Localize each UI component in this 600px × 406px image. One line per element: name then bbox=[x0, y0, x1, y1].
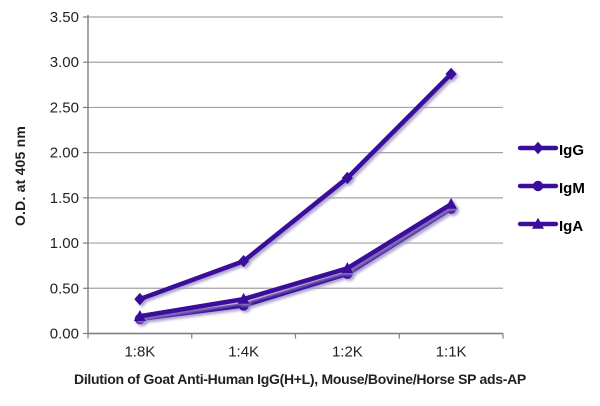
triangle-marker bbox=[445, 197, 458, 209]
triangle-marker bbox=[341, 262, 354, 274]
y-tick-label: 0.50 bbox=[50, 280, 79, 297]
x-tick-label: 1:2K bbox=[332, 344, 363, 361]
y-tick-label: 3.00 bbox=[50, 54, 79, 71]
diamond-icon bbox=[517, 141, 559, 155]
igm-circle-marker-icon bbox=[517, 178, 559, 199]
diamond-marker bbox=[341, 171, 353, 185]
diamond-marker bbox=[532, 141, 544, 155]
triangle-marker bbox=[133, 310, 146, 322]
diamond-marker bbox=[445, 67, 457, 81]
triangle-icon bbox=[517, 217, 559, 229]
diamond-marker bbox=[134, 292, 146, 306]
triangle-marker bbox=[237, 292, 250, 304]
iga-triangle-marker-icon bbox=[517, 216, 559, 237]
y-tick-label: 2.00 bbox=[50, 145, 79, 162]
y-tick-label: 0.00 bbox=[50, 326, 79, 343]
x-tick-label: 1:4K bbox=[228, 344, 259, 361]
y-tick-label: 1.00 bbox=[50, 235, 79, 252]
series-line bbox=[137, 201, 454, 319]
legend-label-igm: IgM bbox=[559, 180, 585, 197]
series-line bbox=[137, 71, 454, 302]
legend-label-iga: IgA bbox=[559, 218, 584, 235]
circle-icon bbox=[517, 180, 559, 192]
legend-label-igg: IgG bbox=[559, 142, 584, 159]
y-tick-label: 1.50 bbox=[50, 190, 79, 207]
x-tick-label: 1:8K bbox=[124, 344, 155, 361]
y-tick-label: 2.50 bbox=[50, 99, 79, 116]
triangle-marker bbox=[532, 217, 544, 229]
igg-diamond-marker-icon bbox=[517, 140, 559, 161]
legend-item-igm: IgM bbox=[517, 178, 585, 199]
y-axis-title: O.D. at 405 nm bbox=[12, 125, 28, 227]
legend-item-igg: IgG bbox=[517, 140, 585, 161]
x-axis-title: Dilution of Goat Anti-Human IgG(H+L), Mo… bbox=[74, 371, 526, 387]
series-iga bbox=[133, 197, 458, 322]
x-tick-label: 1:1K bbox=[436, 344, 467, 361]
circle-marker bbox=[532, 180, 544, 192]
series-line bbox=[137, 206, 454, 322]
diamond-marker bbox=[238, 254, 250, 268]
y-tick-label: 3.50 bbox=[50, 9, 79, 26]
legend: IgG IgM IgA bbox=[517, 140, 585, 237]
series-igg bbox=[134, 67, 457, 306]
legend-item-iga: IgA bbox=[517, 216, 585, 237]
